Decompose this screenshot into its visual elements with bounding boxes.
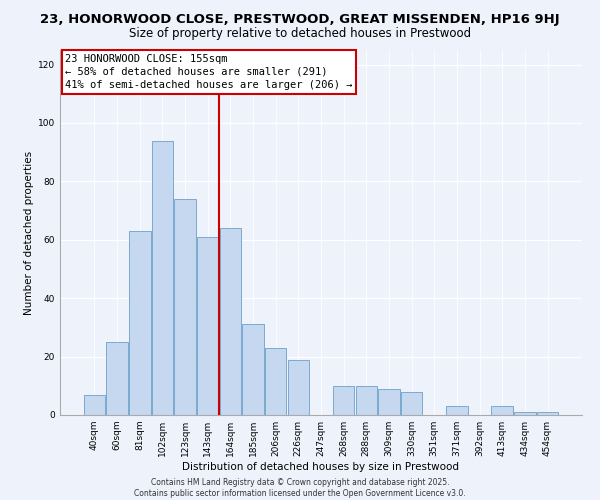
Bar	[152, 140, 173, 415]
Bar	[514, 412, 536, 415]
Bar	[333, 386, 355, 415]
Bar	[287, 360, 309, 415]
Bar	[242, 324, 264, 415]
Bar	[175, 199, 196, 415]
Bar	[220, 228, 241, 415]
Bar	[197, 237, 218, 415]
Bar	[446, 406, 467, 415]
Bar	[537, 412, 558, 415]
Bar	[265, 348, 286, 415]
Bar	[401, 392, 422, 415]
X-axis label: Distribution of detached houses by size in Prestwood: Distribution of detached houses by size …	[182, 462, 460, 472]
Text: Contains HM Land Registry data © Crown copyright and database right 2025.
Contai: Contains HM Land Registry data © Crown c…	[134, 478, 466, 498]
Bar	[378, 388, 400, 415]
Text: Size of property relative to detached houses in Prestwood: Size of property relative to detached ho…	[129, 28, 471, 40]
Y-axis label: Number of detached properties: Number of detached properties	[24, 150, 34, 314]
Text: 23, HONORWOOD CLOSE, PRESTWOOD, GREAT MISSENDEN, HP16 9HJ: 23, HONORWOOD CLOSE, PRESTWOOD, GREAT MI…	[40, 12, 560, 26]
Text: 23 HONORWOOD CLOSE: 155sqm
← 58% of detached houses are smaller (291)
41% of sem: 23 HONORWOOD CLOSE: 155sqm ← 58% of deta…	[65, 54, 353, 90]
Bar	[356, 386, 377, 415]
Bar	[129, 231, 151, 415]
Bar	[106, 342, 128, 415]
Bar	[84, 394, 105, 415]
Bar	[491, 406, 513, 415]
